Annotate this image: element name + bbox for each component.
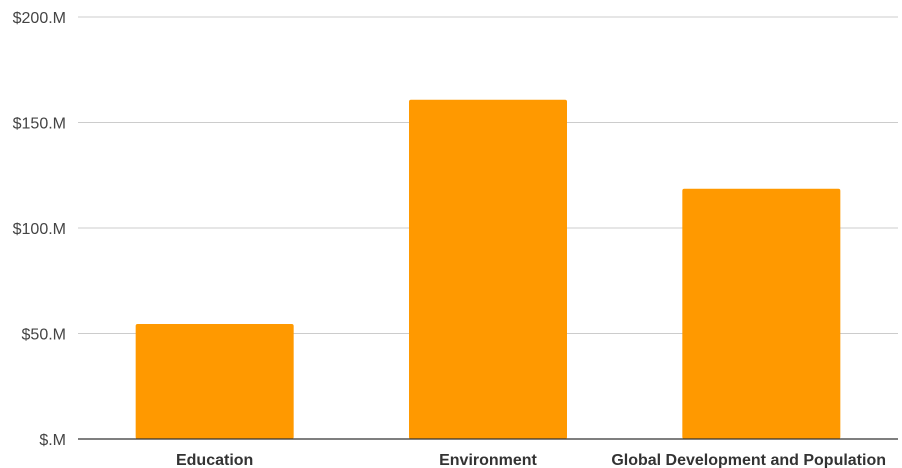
- bar-global-development-and-population: [682, 189, 840, 439]
- y-tick-label: $100.M: [13, 221, 66, 238]
- x-category-label: Global Development and Population: [611, 452, 886, 468]
- x-axis-category-labels: Education Environment Global Development a…: [176, 452, 886, 468]
- x-category-label: Education: [176, 452, 253, 468]
- y-tick-label: $150.M: [13, 116, 66, 133]
- bar-environment: [409, 100, 567, 439]
- x-category-label: Environment: [439, 452, 537, 468]
- y-axis-tick-labels: $.M $50.M $100.M $150.M $200.M: [13, 10, 66, 449]
- y-tick-label: $.M: [39, 432, 66, 449]
- y-tick-label: $200.M: [13, 10, 66, 27]
- bars: [136, 100, 841, 439]
- y-tick-label: $50.M: [22, 327, 66, 344]
- bar-education: [136, 324, 294, 439]
